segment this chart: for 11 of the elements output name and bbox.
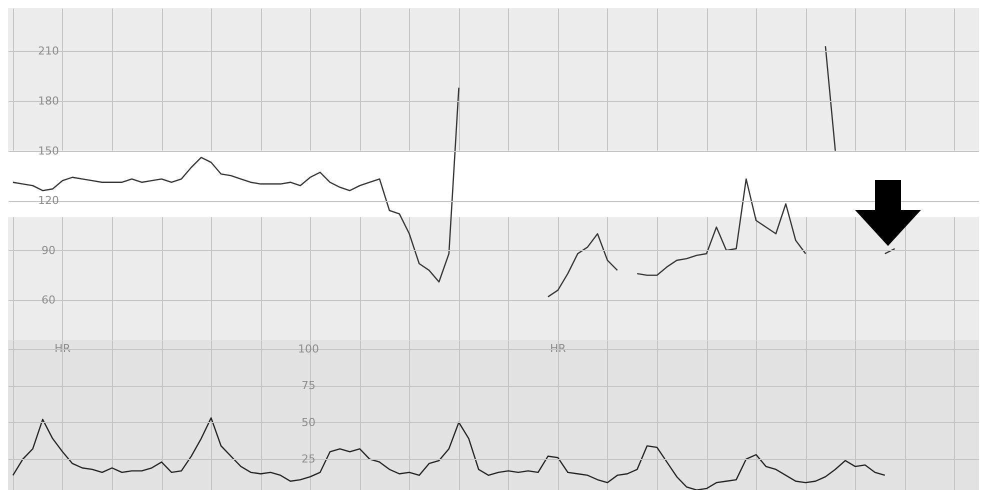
y-tick-label: 150: [38, 144, 59, 158]
y-tick-label: 25: [302, 452, 316, 466]
y-tick-label: 180: [38, 94, 59, 108]
y-tick-label: 90: [42, 244, 56, 257]
y-tick-label: 75: [302, 379, 316, 392]
y-tick-label: 100: [298, 342, 319, 356]
y-tick-label: 50: [302, 416, 316, 429]
y-tick-label: 210: [38, 44, 59, 58]
y-tick-label: 120: [38, 194, 59, 208]
y-tick-label: 60: [42, 294, 56, 307]
line-series: [12, 417, 886, 490]
